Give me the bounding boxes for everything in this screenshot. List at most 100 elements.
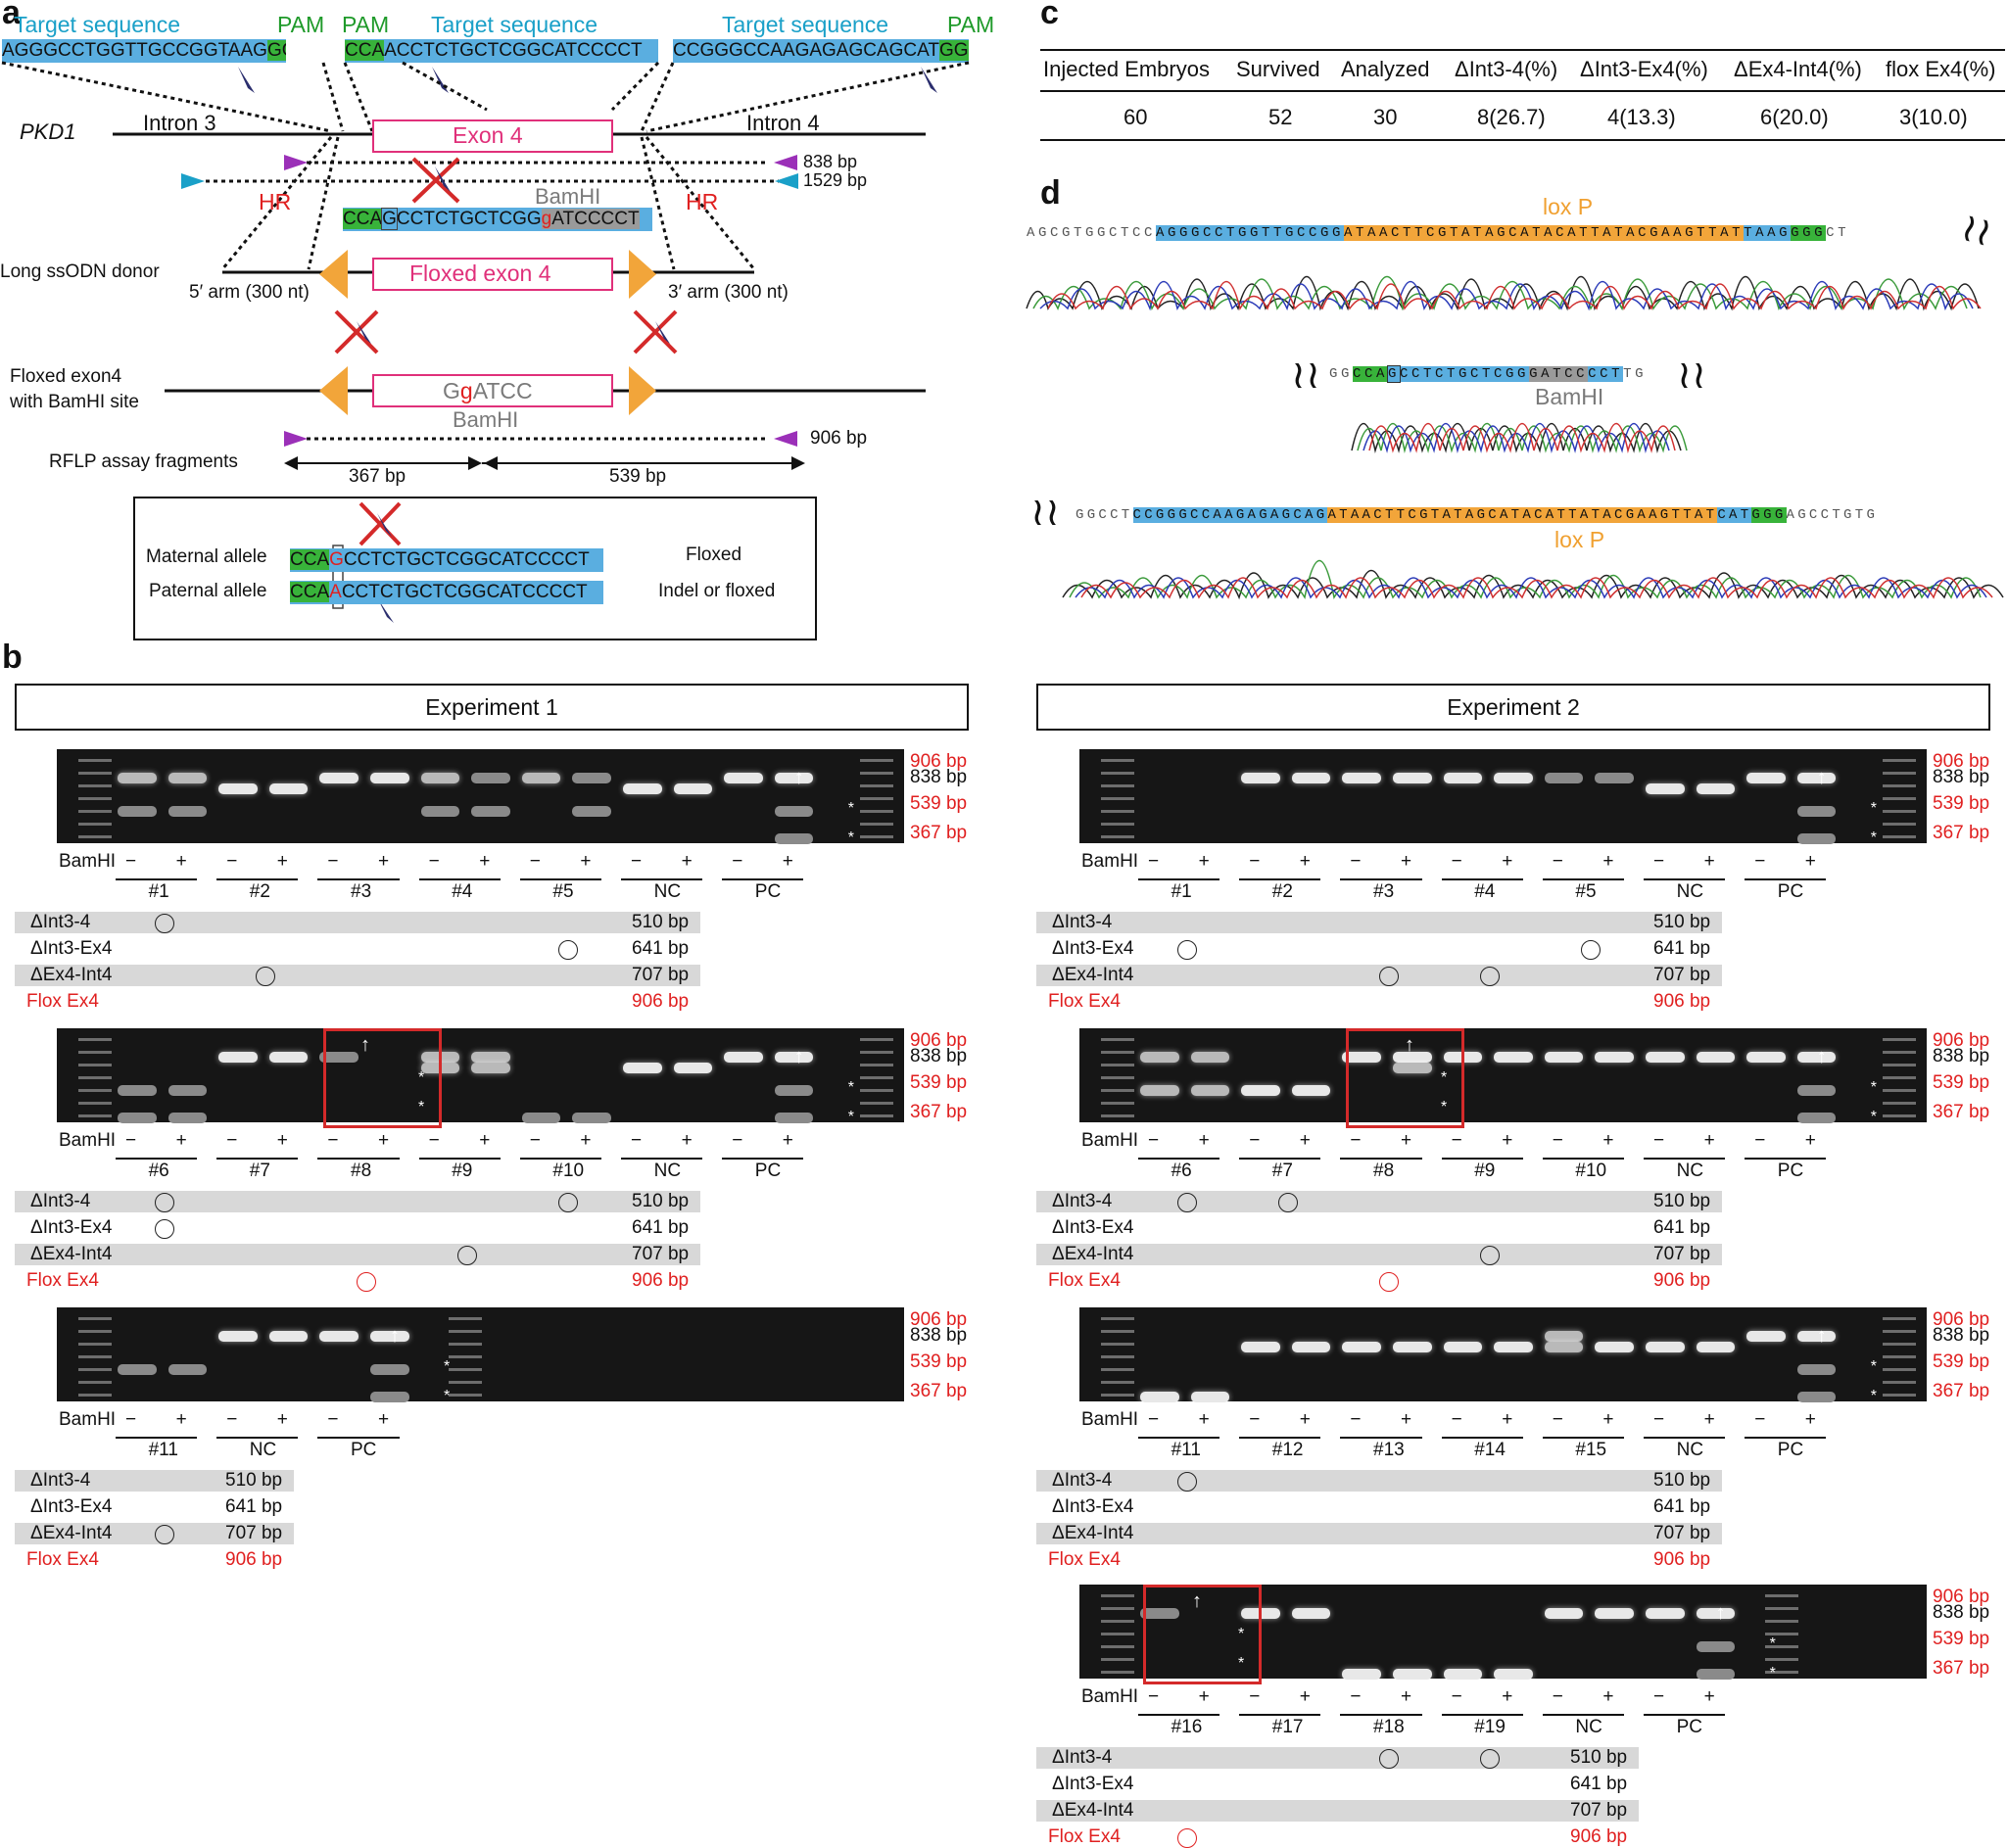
gel-band: [1595, 1342, 1634, 1352]
pc-star: *: [1769, 1665, 1776, 1682]
ladder-band: [1101, 1038, 1134, 1041]
bamhi-d: BamHI: [1535, 384, 1604, 409]
size-label: 838 bp: [910, 1325, 968, 1346]
enzyme-sign: −: [529, 1130, 541, 1151]
genotype-size: 906 bp: [1653, 1549, 1711, 1570]
enzyme-sign: +: [1502, 1686, 1513, 1707]
size-label: 906 bp: [910, 1030, 968, 1051]
sample-name: PC: [754, 881, 782, 902]
sample-name: #4: [452, 881, 473, 902]
size-label: 539 bp: [910, 793, 968, 814]
ladder-band: [449, 1368, 482, 1371]
genotype-circle: [1176, 1193, 1197, 1212]
enzyme-sign: +: [580, 1130, 592, 1151]
pc-star: *: [847, 829, 855, 846]
ladder-band: [78, 772, 112, 775]
enzyme-sign: +: [1703, 1130, 1715, 1151]
ladder-band: [1883, 1114, 1916, 1117]
sample-name: #3: [351, 881, 372, 902]
genotype-label: Flox Ex4: [26, 1549, 99, 1570]
enzyme-sign: −: [428, 1130, 440, 1151]
enzyme-sign: −: [1350, 851, 1362, 872]
table-row-bg: [15, 912, 700, 933]
table-bottom-rule: [1040, 139, 2005, 141]
pc-star: *: [1870, 1109, 1878, 1125]
sample-name: NC: [653, 1161, 682, 1181]
enzyme-sign: −: [732, 1130, 743, 1151]
gel-band: [521, 1113, 561, 1123]
ladder-band: [860, 810, 893, 813]
ladder-band: [1101, 1607, 1134, 1610]
sample-name: PC: [1777, 1440, 1804, 1460]
sample-underline: [1542, 878, 1624, 880]
maternal-label: Maternal allele: [146, 546, 267, 567]
sample-name: #6: [148, 1161, 169, 1181]
loxp-label-1: lox P: [1543, 194, 1594, 219]
sample-underline: [519, 1158, 601, 1160]
enzyme-sign: −: [125, 851, 137, 872]
ladder-band: [78, 1343, 112, 1346]
pc-star: *: [1870, 829, 1878, 846]
sample-underline: [116, 1158, 198, 1160]
flox-arrow: ↑: [1192, 1590, 1202, 1612]
pc-star: *: [1870, 1388, 1878, 1404]
ladder-band: [78, 1394, 112, 1397]
enzyme-sign: −: [1148, 851, 1160, 872]
genotype-size: 510 bp: [225, 1470, 283, 1491]
enzyme-sign: +: [1502, 1130, 1513, 1151]
genotype-circle: [357, 1272, 376, 1292]
genotype-label: ΔInt3-4: [30, 1470, 91, 1491]
sample-underline: [1542, 1437, 1624, 1439]
gel-band: [1241, 1085, 1280, 1096]
enzyme-sign: −: [1249, 1686, 1261, 1707]
ladder-band: [1883, 784, 1916, 787]
sample-underline: [1542, 1714, 1624, 1716]
gel-band: [1696, 1608, 1736, 1619]
gel-band: [572, 1113, 611, 1123]
enzyme-sign: −: [125, 1409, 137, 1430]
sample-underline: [722, 1158, 804, 1160]
enzyme-sign: −: [1552, 1686, 1563, 1707]
intron4-label: Intron 4: [746, 111, 820, 135]
gel-band: [218, 1052, 258, 1063]
genotype-size: 641 bp: [1570, 1774, 1628, 1794]
genotype-circle: [154, 1193, 174, 1212]
gel-band: [118, 1085, 157, 1096]
gel-band: [1696, 783, 1736, 794]
flox-star: *: [1238, 1626, 1245, 1642]
sample-name: PC: [1676, 1717, 1702, 1737]
gel-band: [1190, 1052, 1230, 1063]
ladder-band: [1883, 1089, 1916, 1092]
gel-band: [167, 773, 208, 783]
genotype-label: ΔInt3-Ex4: [1052, 1217, 1134, 1238]
sample-name: NC: [1676, 881, 1704, 902]
sample-underline: [418, 1158, 501, 1160]
ladder-band: [1883, 1102, 1916, 1105]
break-mark-3: ≀≀: [1677, 354, 1706, 397]
genotype-size: 707 bp: [632, 965, 690, 985]
pc-star: *: [847, 800, 855, 817]
enzyme-sign: +: [1703, 1686, 1715, 1707]
size-label: 539 bp: [910, 1072, 968, 1093]
flox-star: *: [1441, 1099, 1448, 1115]
sample-underline: [1138, 878, 1220, 880]
enzyme-sign: −: [226, 1130, 238, 1151]
gel-image: [1079, 1307, 1927, 1401]
gel-band: [471, 1063, 510, 1073]
sample-name: #1: [1171, 881, 1192, 902]
ladder-band: [1883, 1343, 1916, 1346]
c-value-0: 60: [1124, 105, 1148, 129]
ladder-band: [78, 1355, 112, 1358]
sample-underline: [317, 1158, 400, 1160]
gel-band: [572, 773, 611, 783]
genotype-label: ΔEx4-Int4: [30, 1523, 113, 1543]
sample-underline: [1340, 878, 1422, 880]
table-row-bg: [1036, 1747, 1639, 1769]
sample-underline: [116, 878, 198, 880]
sample-underline: [519, 878, 601, 880]
target-seq-2: CCAACCTCTGCTCGGCATCCCCT: [345, 39, 658, 63]
gel-band: [1140, 1052, 1179, 1063]
table-row-bg: [15, 1244, 700, 1265]
enzyme-sign: +: [681, 851, 693, 872]
c-value-4: 4(13.3): [1607, 105, 1676, 129]
